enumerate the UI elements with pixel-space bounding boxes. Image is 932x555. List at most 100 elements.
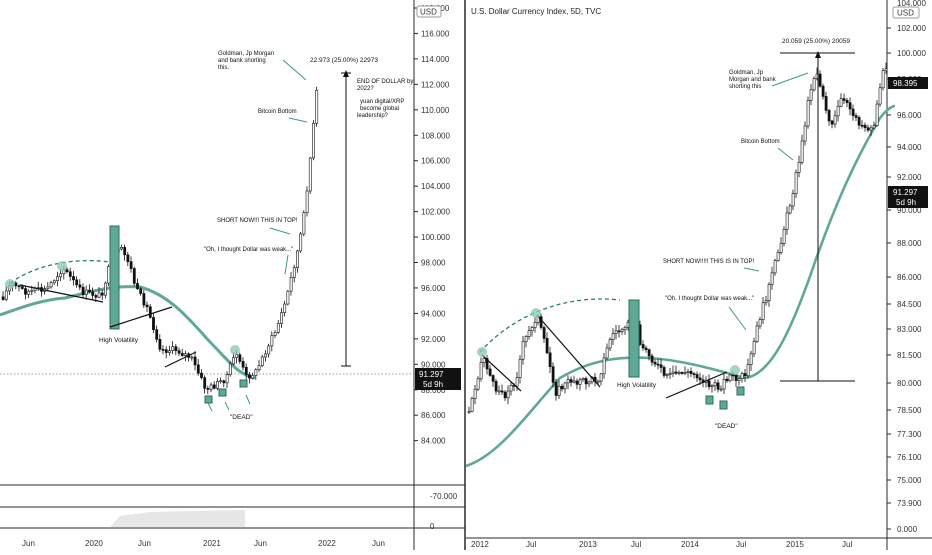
left-candle-body bbox=[171, 346, 175, 351]
left-candle-body bbox=[97, 292, 101, 298]
right-candle-body bbox=[707, 380, 711, 388]
right-y-tick-label: 90.000 bbox=[897, 206, 922, 215]
left-y-tick-label: 92.000 bbox=[421, 335, 446, 344]
left-circle-marker-3 bbox=[230, 345, 240, 355]
left-candle-body bbox=[276, 323, 280, 333]
right-y-ticks: 102.000100.00098.00096.00094.00092.00090… bbox=[887, 24, 926, 534]
right-y-tick-label: 77.300 bbox=[897, 430, 922, 439]
right-currency-badge[interactable] bbox=[892, 6, 920, 19]
left-candle-body bbox=[158, 338, 162, 350]
left-y-tick-label: 94.000 bbox=[421, 309, 446, 318]
right-circle-marker-2 bbox=[531, 308, 541, 318]
right-candle-body bbox=[470, 398, 474, 412]
right-y-tick-label: 75.000 bbox=[897, 476, 922, 485]
left-candle-body bbox=[104, 282, 107, 296]
left-candle-body bbox=[177, 350, 181, 354]
right-candle-body bbox=[827, 110, 831, 122]
right-candle-body bbox=[545, 338, 549, 354]
left-candle-body bbox=[107, 266, 111, 284]
left-dead-marker-2 bbox=[218, 388, 227, 397]
right-candle-body bbox=[695, 374, 699, 379]
right-candle-body bbox=[542, 327, 546, 339]
left-candle-body bbox=[65, 269, 69, 273]
right-candle-body bbox=[491, 375, 495, 382]
right-candle-body bbox=[854, 115, 858, 118]
left-candle-body bbox=[248, 374, 251, 379]
right-plot-area[interactable] bbox=[466, 0, 887, 540]
right-candle-body bbox=[884, 68, 888, 71]
left-candle-body bbox=[286, 290, 290, 305]
left-candle-body bbox=[164, 349, 168, 353]
right-x-tick-label: Jul bbox=[736, 540, 746, 549]
left-candle-body bbox=[126, 254, 130, 262]
left-y-tick-label: 106.000 bbox=[421, 157, 450, 166]
right-candle-body bbox=[476, 378, 480, 390]
left-y-tick-label: 108.000 bbox=[421, 131, 450, 140]
right-candle-body bbox=[791, 193, 795, 207]
right-candle-body bbox=[539, 316, 543, 328]
left-candle-body bbox=[52, 280, 56, 284]
left-yuan-line-2: become global bbox=[360, 106, 399, 112]
left-candle-body bbox=[168, 350, 171, 353]
left-currency-badge[interactable] bbox=[416, 5, 442, 18]
right-candle-body bbox=[863, 124, 867, 128]
left-candle-body bbox=[78, 284, 82, 288]
right-candle-body bbox=[839, 98, 843, 107]
left-candle-body bbox=[193, 356, 197, 366]
left-arrow-bitcoin bbox=[288, 117, 308, 123]
left-candle-body bbox=[20, 286, 24, 289]
right-candle-body bbox=[587, 381, 591, 385]
left-candle-body bbox=[315, 89, 319, 124]
right-candle-body bbox=[647, 349, 651, 357]
right-y-tick-label: 81.500 bbox=[897, 351, 922, 360]
left-candle-body bbox=[305, 190, 309, 214]
right-measure-label: 20.059 (25.00%) 20059 bbox=[782, 38, 850, 45]
left-y-ticks: 118.000116.000114.000112.000110.000108.0… bbox=[414, 4, 458, 531]
left-y-tick-label: 114.000 bbox=[421, 55, 450, 64]
left-arrow-dead-1 bbox=[207, 402, 213, 412]
left-arrow-short bbox=[269, 227, 291, 235]
right-price-badge bbox=[888, 186, 928, 208]
right-candle-body bbox=[524, 336, 528, 342]
left-x-tick-label: Jun bbox=[138, 539, 151, 548]
left-candle-body bbox=[203, 377, 207, 389]
left-candle-body bbox=[120, 247, 123, 250]
right-candle-body bbox=[674, 371, 678, 374]
right-candle-body bbox=[659, 364, 663, 368]
left-candle-body bbox=[238, 354, 242, 362]
right-candle-body bbox=[608, 339, 612, 349]
right-candle-body bbox=[668, 373, 672, 375]
right-candle-body bbox=[692, 373, 696, 375]
left-end-dollar-line-2: 2022? bbox=[357, 86, 374, 92]
right-candle-body bbox=[686, 371, 690, 373]
left-plot-area[interactable] bbox=[0, 0, 414, 540]
right-candle-body bbox=[755, 325, 759, 342]
left-candle-body bbox=[180, 352, 184, 356]
left-y-tick-label: 98.000 bbox=[421, 259, 446, 268]
right-candle-body bbox=[602, 357, 606, 375]
right-circle-marker-3 bbox=[730, 365, 740, 375]
right-candle-body bbox=[656, 363, 660, 366]
right-candle-body bbox=[842, 98, 846, 101]
right-candle-body bbox=[497, 390, 501, 393]
right-goldman-line-3: shorting this bbox=[729, 84, 761, 90]
right-candle-body bbox=[611, 333, 615, 340]
left-candle-body bbox=[280, 312, 283, 324]
left-x-tick-label: Jun bbox=[254, 539, 267, 548]
right-candle-body bbox=[776, 252, 780, 261]
left-candle-body bbox=[59, 273, 63, 278]
right-y-tick-label: 76.100 bbox=[897, 453, 922, 462]
right-arrow-short bbox=[743, 267, 760, 272]
left-candle-body bbox=[232, 357, 235, 365]
right-candle-body bbox=[677, 372, 681, 374]
right-candle-body bbox=[599, 373, 603, 382]
right-dead-marker-3 bbox=[736, 386, 745, 396]
left-candle-body bbox=[184, 353, 187, 356]
left-high-volatility-box bbox=[109, 225, 120, 330]
left-trendline-1 bbox=[19, 284, 104, 303]
left-x-tick-label: 2022 bbox=[318, 539, 336, 548]
left-price-badge bbox=[415, 368, 461, 390]
left-candle-body bbox=[267, 345, 271, 355]
right-y-tick-label: 84.500 bbox=[897, 300, 922, 309]
